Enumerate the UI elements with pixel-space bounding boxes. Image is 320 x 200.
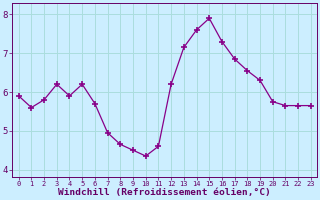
X-axis label: Windchill (Refroidissement éolien,°C): Windchill (Refroidissement éolien,°C) bbox=[58, 188, 271, 197]
